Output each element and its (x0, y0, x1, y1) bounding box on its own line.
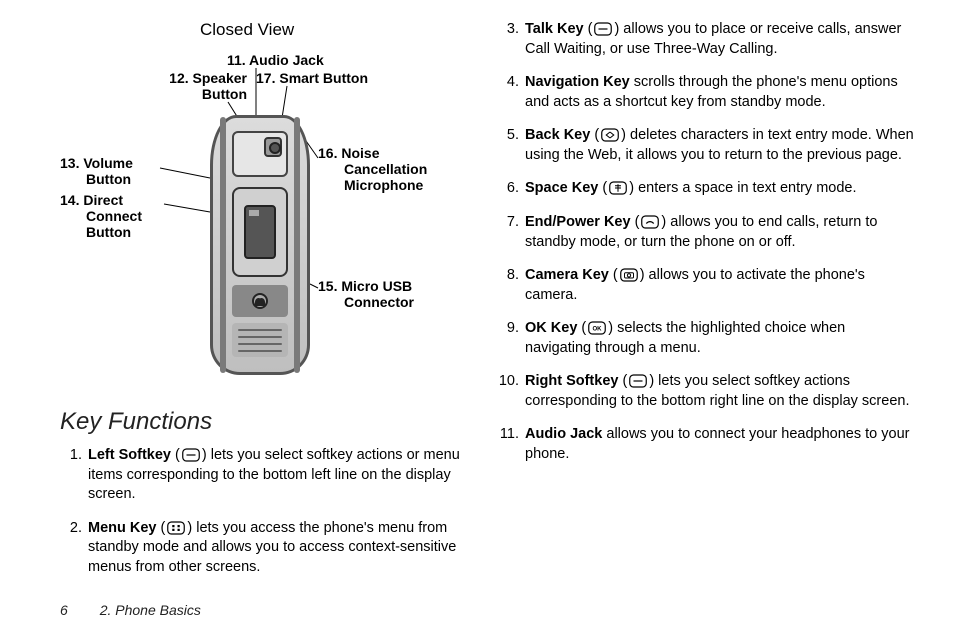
ok-key-icon: OK (586, 321, 608, 335)
svg-text:OK: OK (593, 327, 603, 333)
end-power-key-icon (639, 215, 661, 229)
key-3: Talk Key () allows you to place or recei… (497, 20, 914, 59)
page-footer: 6 2. Phone Basics (60, 602, 201, 618)
key-4: Navigation Key scrolls through the phone… (497, 73, 914, 112)
closed-view-diagram: Closed View 11. Audio Jack 12. Speaker B… (60, 20, 467, 390)
key-4-term: Navigation Key (525, 74, 630, 90)
right-column: Talk Key () allows you to place or recei… (487, 20, 914, 616)
menu-key-icon (165, 521, 187, 535)
section-title: Key Functions (60, 408, 467, 436)
po1: ( (171, 447, 180, 463)
po8: ( (609, 267, 618, 283)
key-8: Camera Key () allows you to activate the… (497, 266, 914, 305)
right-softkey-icon (627, 374, 649, 388)
phone-stripe-right (294, 117, 300, 373)
talk-key-icon (592, 22, 614, 36)
key-11: Audio Jack allows you to connect your he… (497, 425, 914, 464)
key-2-term: Menu Key (88, 520, 157, 536)
footer-section: 2. Phone Basics (100, 602, 201, 618)
key-3-term: Talk Key (525, 21, 584, 37)
po10: ( (618, 373, 627, 389)
logo-band (232, 285, 288, 317)
speaker-grill (232, 323, 288, 357)
po7: ( (631, 214, 640, 230)
po5: ( (590, 127, 599, 143)
key-6-term: Space Key (525, 180, 598, 196)
left-column: Closed View 11. Audio Jack 12. Speaker B… (60, 20, 487, 616)
key-6: Space Key () enters a space in text entr… (497, 179, 914, 199)
space-key-icon (607, 181, 629, 195)
po9: ( (577, 320, 586, 336)
phone-illustration (210, 115, 310, 375)
po2: ( (157, 520, 166, 536)
key-7: End/Power Key () allows you to end calls… (497, 213, 914, 252)
motorola-logo-icon (252, 293, 268, 309)
po3: ( (584, 21, 593, 37)
key-2: Menu Key () lets you access the phone's … (60, 519, 467, 578)
key-1-term: Left Softkey (88, 447, 171, 463)
key-9: OK Key (OK) selects the highlighted choi… (497, 319, 914, 358)
key-7-term: End/Power Key (525, 214, 631, 230)
key-5: Back Key () deletes characters in text e… (497, 126, 914, 165)
key-10-term: Right Softkey (525, 373, 618, 389)
page-root: Closed View 11. Audio Jack 12. Speaker B… (0, 0, 954, 636)
phone-stripe-left (220, 117, 226, 373)
key-1: Left Softkey () lets you select softkey … (60, 446, 467, 505)
external-screen (244, 205, 276, 258)
key-functions-list-left: Left Softkey () lets you select softkey … (60, 446, 467, 577)
key-functions-list-right: Talk Key () allows you to place or recei… (497, 20, 914, 465)
phone-top-plate (232, 131, 288, 177)
camera-key-icon (618, 268, 640, 282)
page-number: 6 (60, 602, 68, 618)
key-9-term: OK Key (525, 320, 577, 336)
key-11-term: Audio Jack (525, 426, 602, 442)
key-8-term: Camera Key (525, 267, 609, 283)
key-5-term: Back Key (525, 127, 590, 143)
camera-lens (264, 137, 282, 157)
back-key-icon (599, 128, 621, 142)
external-screen-frame (232, 187, 288, 277)
po6: ( (598, 180, 607, 196)
key-6-text: enters a space in text entry mode. (634, 180, 856, 196)
key-10: Right Softkey () lets you select softkey… (497, 372, 914, 411)
left-softkey-icon (180, 448, 202, 462)
